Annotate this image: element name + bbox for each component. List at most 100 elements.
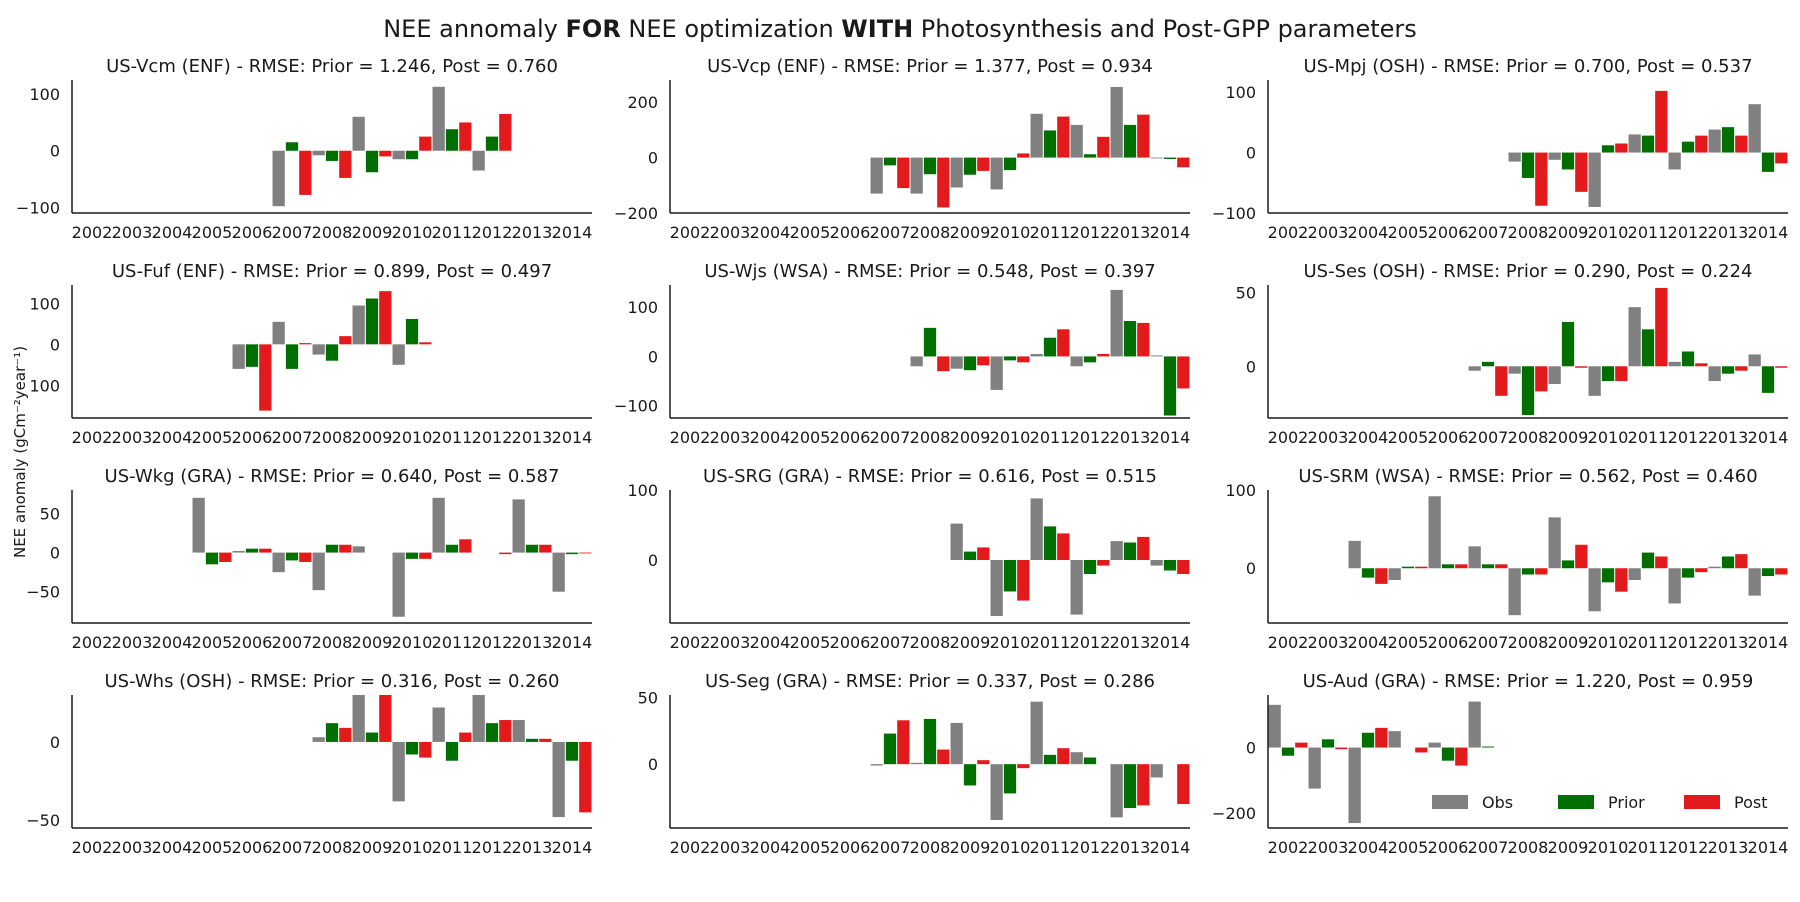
x-tick-label: 2011: [432, 838, 473, 857]
bar-post-2010: [1017, 356, 1030, 363]
bar-prior-2013: [1721, 366, 1735, 374]
title-part: NEE optimization: [621, 15, 842, 43]
bar-post-2010: [1615, 366, 1628, 382]
bar-post-2006: [1455, 747, 1468, 766]
bar-post-2012: [1695, 363, 1708, 367]
bar-prior-2007: [285, 552, 299, 561]
bar-post-2009: [379, 695, 392, 742]
x-tick-label: 2008: [910, 223, 951, 242]
x-tick-label: 2011: [1628, 428, 1669, 447]
x-tick-label: 2011: [432, 223, 473, 242]
bar-post-2014: [1177, 560, 1190, 574]
bar-post-2013: [1735, 554, 1748, 569]
bar-post-2013: [1735, 135, 1748, 153]
bar-obs-2004: [1348, 747, 1361, 824]
x-tick-label: 2010: [1588, 223, 1629, 242]
subplot-title: US-Mpj (OSH) - RMSE: Prior = 0.700, Post…: [1303, 56, 1752, 77]
bar-prior-2009: [963, 157, 977, 175]
bar-prior-2010: [405, 552, 419, 559]
bar-post-2014: [1775, 568, 1788, 575]
bar-post-2009: [379, 291, 392, 345]
bar-obs-2006: [232, 551, 245, 553]
bar-obs-2008: [910, 762, 923, 765]
bar-obs-2014: [1150, 560, 1163, 566]
bar-prior-2012: [485, 723, 499, 742]
y-tick-label: 50: [40, 504, 60, 523]
bar-prior-2010: [405, 741, 419, 755]
y-tick-label: 200: [627, 93, 658, 112]
bar-post-2009: [977, 157, 990, 171]
legend-swatch: [1432, 795, 1468, 809]
bar-prior-2010: [1003, 157, 1017, 171]
bar-post-2008: [339, 727, 352, 742]
bar-prior-2007: [883, 157, 897, 166]
x-tick-label: 2011: [1030, 838, 1071, 857]
subplot-6: US-Wkg (GRA) - RMSE: Prior = 0.640, Post…: [26, 466, 592, 652]
bar-obs-2011: [1030, 498, 1043, 560]
bar-obs-2006: [1428, 742, 1441, 748]
subplot-2: US-Mpj (OSH) - RMSE: Prior = 0.700, Post…: [1212, 56, 1788, 242]
bar-post-2010: [1615, 568, 1628, 592]
x-tick-label: 2005: [1388, 428, 1429, 447]
bar-post-2012: [1695, 568, 1708, 573]
bar-prior-2013: [1123, 764, 1137, 809]
bar-obs-2011: [1628, 307, 1641, 367]
bar-prior-2013: [1123, 320, 1137, 357]
bar-prior-2014: [565, 552, 579, 555]
x-tick-label: 2014: [552, 428, 593, 447]
x-tick-label: 2010: [990, 633, 1031, 652]
subplot-11: US-Aud (GRA) - RMSE: Prior = 1.220, Post…: [1212, 671, 1788, 857]
bar-post-2012: [1097, 560, 1110, 566]
bar-prior-2009: [963, 764, 977, 786]
bar-prior-2008: [1521, 366, 1535, 416]
bar-obs-2010: [1588, 152, 1601, 207]
bar-prior-2005: [205, 552, 219, 565]
bar-prior-2007: [1481, 361, 1495, 367]
bar-obs-2009: [1548, 152, 1561, 160]
y-tick-label: 100: [1225, 83, 1256, 102]
x-tick-label: 2014: [1150, 223, 1191, 242]
bar-post-2009: [1575, 366, 1588, 368]
bar-post-2010: [1017, 153, 1030, 158]
y-axis-label: NEE anomaly (gCm⁻²year⁻¹): [11, 346, 29, 558]
x-tick-label: 2013: [1708, 223, 1749, 242]
subplot-title: US-Wjs (WSA) - RMSE: Prior = 0.548, Post…: [704, 261, 1155, 282]
bar-prior-2005: [1401, 566, 1415, 569]
bar-obs-2007: [272, 150, 285, 207]
x-tick-label: 2011: [1030, 223, 1071, 242]
bar-prior-2007: [1481, 564, 1495, 569]
x-tick-label: 2011: [1628, 838, 1669, 857]
bar-post-2013: [1137, 114, 1150, 158]
x-tick-label: 2013: [512, 428, 553, 447]
legend-swatch: [1684, 795, 1720, 809]
x-tick-label: 2002: [72, 223, 113, 242]
bar-post-2009: [1575, 152, 1588, 192]
bar-prior-2012: [1083, 154, 1097, 158]
bar-obs-2007: [272, 321, 285, 345]
subplot-title: US-Fuf (ENF) - RMSE: Prior = 0.899, Post…: [112, 261, 552, 282]
bar-post-2012: [1097, 136, 1110, 158]
bar-prior-2014: [1761, 366, 1775, 393]
legend-entry-post: Post: [1684, 793, 1767, 812]
x-tick-label: 2011: [1628, 223, 1669, 242]
bar-prior-2011: [1641, 135, 1655, 153]
subplot-0: US-Vcm (ENF) - RMSE: Prior = 1.246, Post…: [16, 56, 592, 242]
bar-obs-2009: [352, 546, 365, 553]
x-tick-label: 2003: [710, 223, 751, 242]
bar-prior-2011: [445, 544, 459, 553]
x-tick-label: 2006: [830, 428, 871, 447]
x-tick-label: 2008: [312, 223, 353, 242]
bar-post-2014: [1775, 152, 1788, 164]
bar-obs-2007: [1468, 546, 1481, 569]
x-tick-label: 2010: [990, 428, 1031, 447]
x-tick-label: 2003: [1308, 428, 1349, 447]
x-tick-label: 2010: [1588, 428, 1629, 447]
x-tick-label: 2014: [1748, 428, 1789, 447]
bar-post-2012: [1097, 353, 1110, 357]
bar-obs-2012: [1668, 152, 1681, 170]
x-tick-label: 2008: [910, 633, 951, 652]
bar-obs-2013: [1708, 129, 1721, 153]
x-tick-label: 2006: [232, 633, 273, 652]
bar-prior-2014: [1761, 152, 1775, 172]
bar-obs-2006: [1428, 496, 1441, 569]
